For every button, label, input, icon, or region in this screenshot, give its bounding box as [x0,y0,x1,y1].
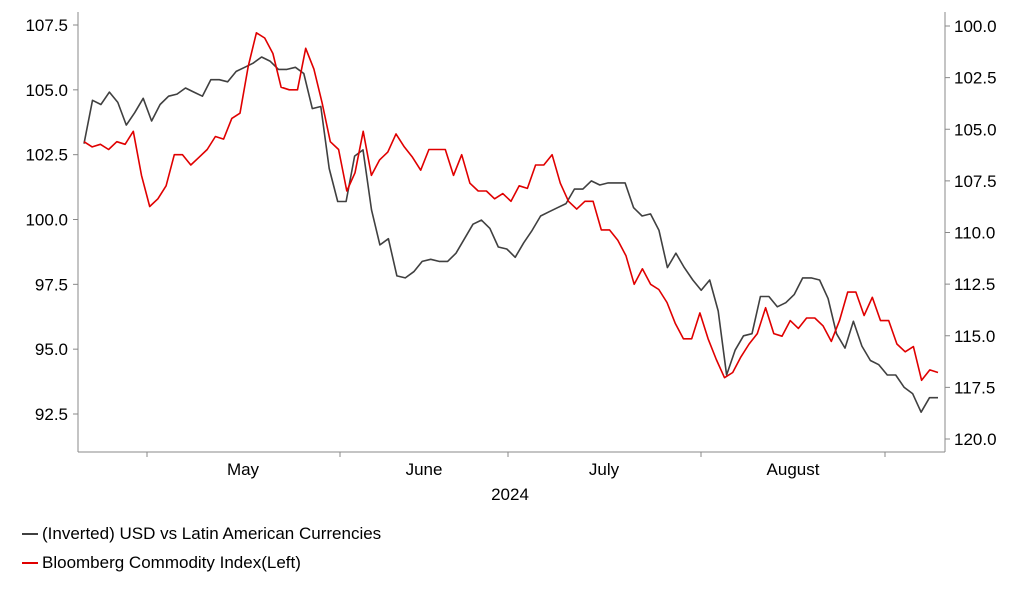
right-axis-ticks: 100.0 102.5 105.0 107.5 110.0 112.5 115.0 117.5… [945,17,997,449]
x-axis-month-labels: May June July August [227,460,820,479]
right-axis-tick-label: 117.5 [954,378,995,397]
left-axis-tick-label: 92.5 [35,405,68,424]
legend-swatch-gray [22,533,38,535]
right-axis-tick-label: 100.0 [954,17,997,36]
legend-label-bcom: Bloomberg Commodity Index(Left) [42,553,301,572]
right-axis-tick-label: 112.5 [954,275,995,294]
legend-label-usd-latam: (Inverted) USD vs Latin American Currenc… [42,524,382,543]
series-line-usd-latam [83,56,938,414]
left-axis-tick-label: 100.0 [25,211,68,230]
left-axis-tick-label: 107.5 [25,16,68,35]
x-axis-month-label: August [767,460,820,479]
legend-item-bcom: Bloomberg Commodity Index(Left) [22,553,301,573]
right-axis-tick-label: 107.5 [954,172,997,191]
right-axis-tick-label: 105.0 [954,120,997,139]
right-axis-tick-label: 120.0 [954,430,997,449]
series-line-bcom [83,31,939,382]
legend-swatch-red [22,562,38,564]
right-axis-tick-label: 110.0 [954,224,995,243]
left-axis-tick-label: 95.0 [35,340,68,359]
x-axis-month-label: June [406,460,443,479]
x-axis-month-label: July [589,460,620,479]
x-axis-label: 2024 [491,485,529,504]
chart-series-lines [83,31,939,414]
legend-item-usd-latam: (Inverted) USD vs Latin American Currenc… [22,524,381,544]
right-axis-tick-label: 102.5 [954,69,997,88]
chart-axes [77,12,946,457]
left-axis-ticks: 107.5 105.0 102.5 100.0 97.5 95.0 92.5 [25,16,78,424]
x-axis-month-label: May [227,460,260,479]
right-axis-tick-label: 115.0 [954,327,995,346]
left-axis-tick-label: 105.0 [25,81,68,100]
left-axis-tick-label: 97.5 [35,275,68,294]
left-axis-tick-label: 102.5 [25,146,68,165]
